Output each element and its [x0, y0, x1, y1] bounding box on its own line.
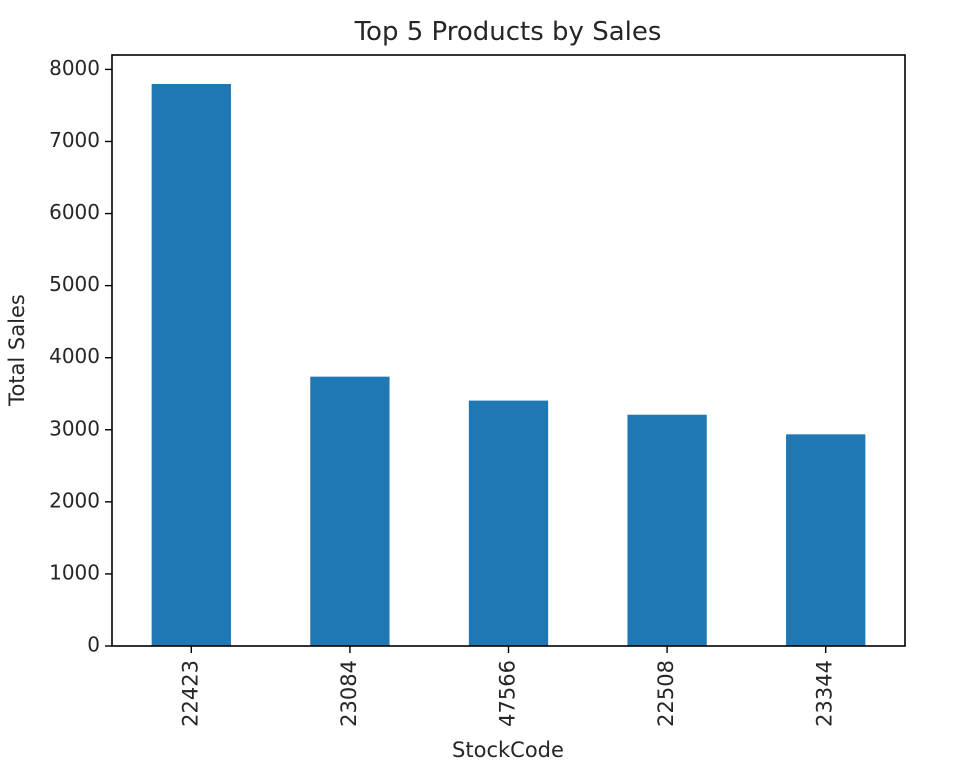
y-tick-label: 4000 [49, 344, 100, 368]
x-tick-label: 23084 [337, 660, 361, 727]
x-tick-label: 22423 [178, 660, 202, 727]
x-tick-label: 47566 [496, 660, 520, 727]
plot-frame [111, 54, 906, 647]
bar-22508 [627, 414, 707, 646]
y-tick-label: 6000 [49, 200, 100, 224]
bar-23084 [310, 376, 390, 646]
x-axis-label: StockCode [452, 738, 564, 762]
chart-title: Top 5 Products by Sales [354, 17, 662, 47]
y-tick-label: 5000 [49, 272, 100, 296]
y-tick-label: 7000 [49, 128, 100, 152]
bars-layer [151, 83, 866, 647]
y-tick-label: 0 [87, 633, 100, 657]
y-tick-label: 3000 [49, 416, 100, 440]
bar-47566 [468, 400, 549, 646]
x-tick-label: 23344 [813, 660, 837, 727]
y-tick-label: 8000 [49, 56, 100, 80]
y-axis: 0 1000 2000 3000 4000 5000 6000 7000 8000 [49, 56, 112, 657]
x-axis: 22423 23084 47566 22508 23344 [178, 646, 837, 727]
y-axis-label: Total Sales [5, 294, 29, 407]
bar-22423 [151, 83, 231, 647]
bar-23344 [786, 434, 866, 646]
y-tick-label: 1000 [49, 560, 100, 584]
x-tick-label: 22508 [654, 660, 678, 727]
y-tick-label: 2000 [49, 488, 100, 512]
